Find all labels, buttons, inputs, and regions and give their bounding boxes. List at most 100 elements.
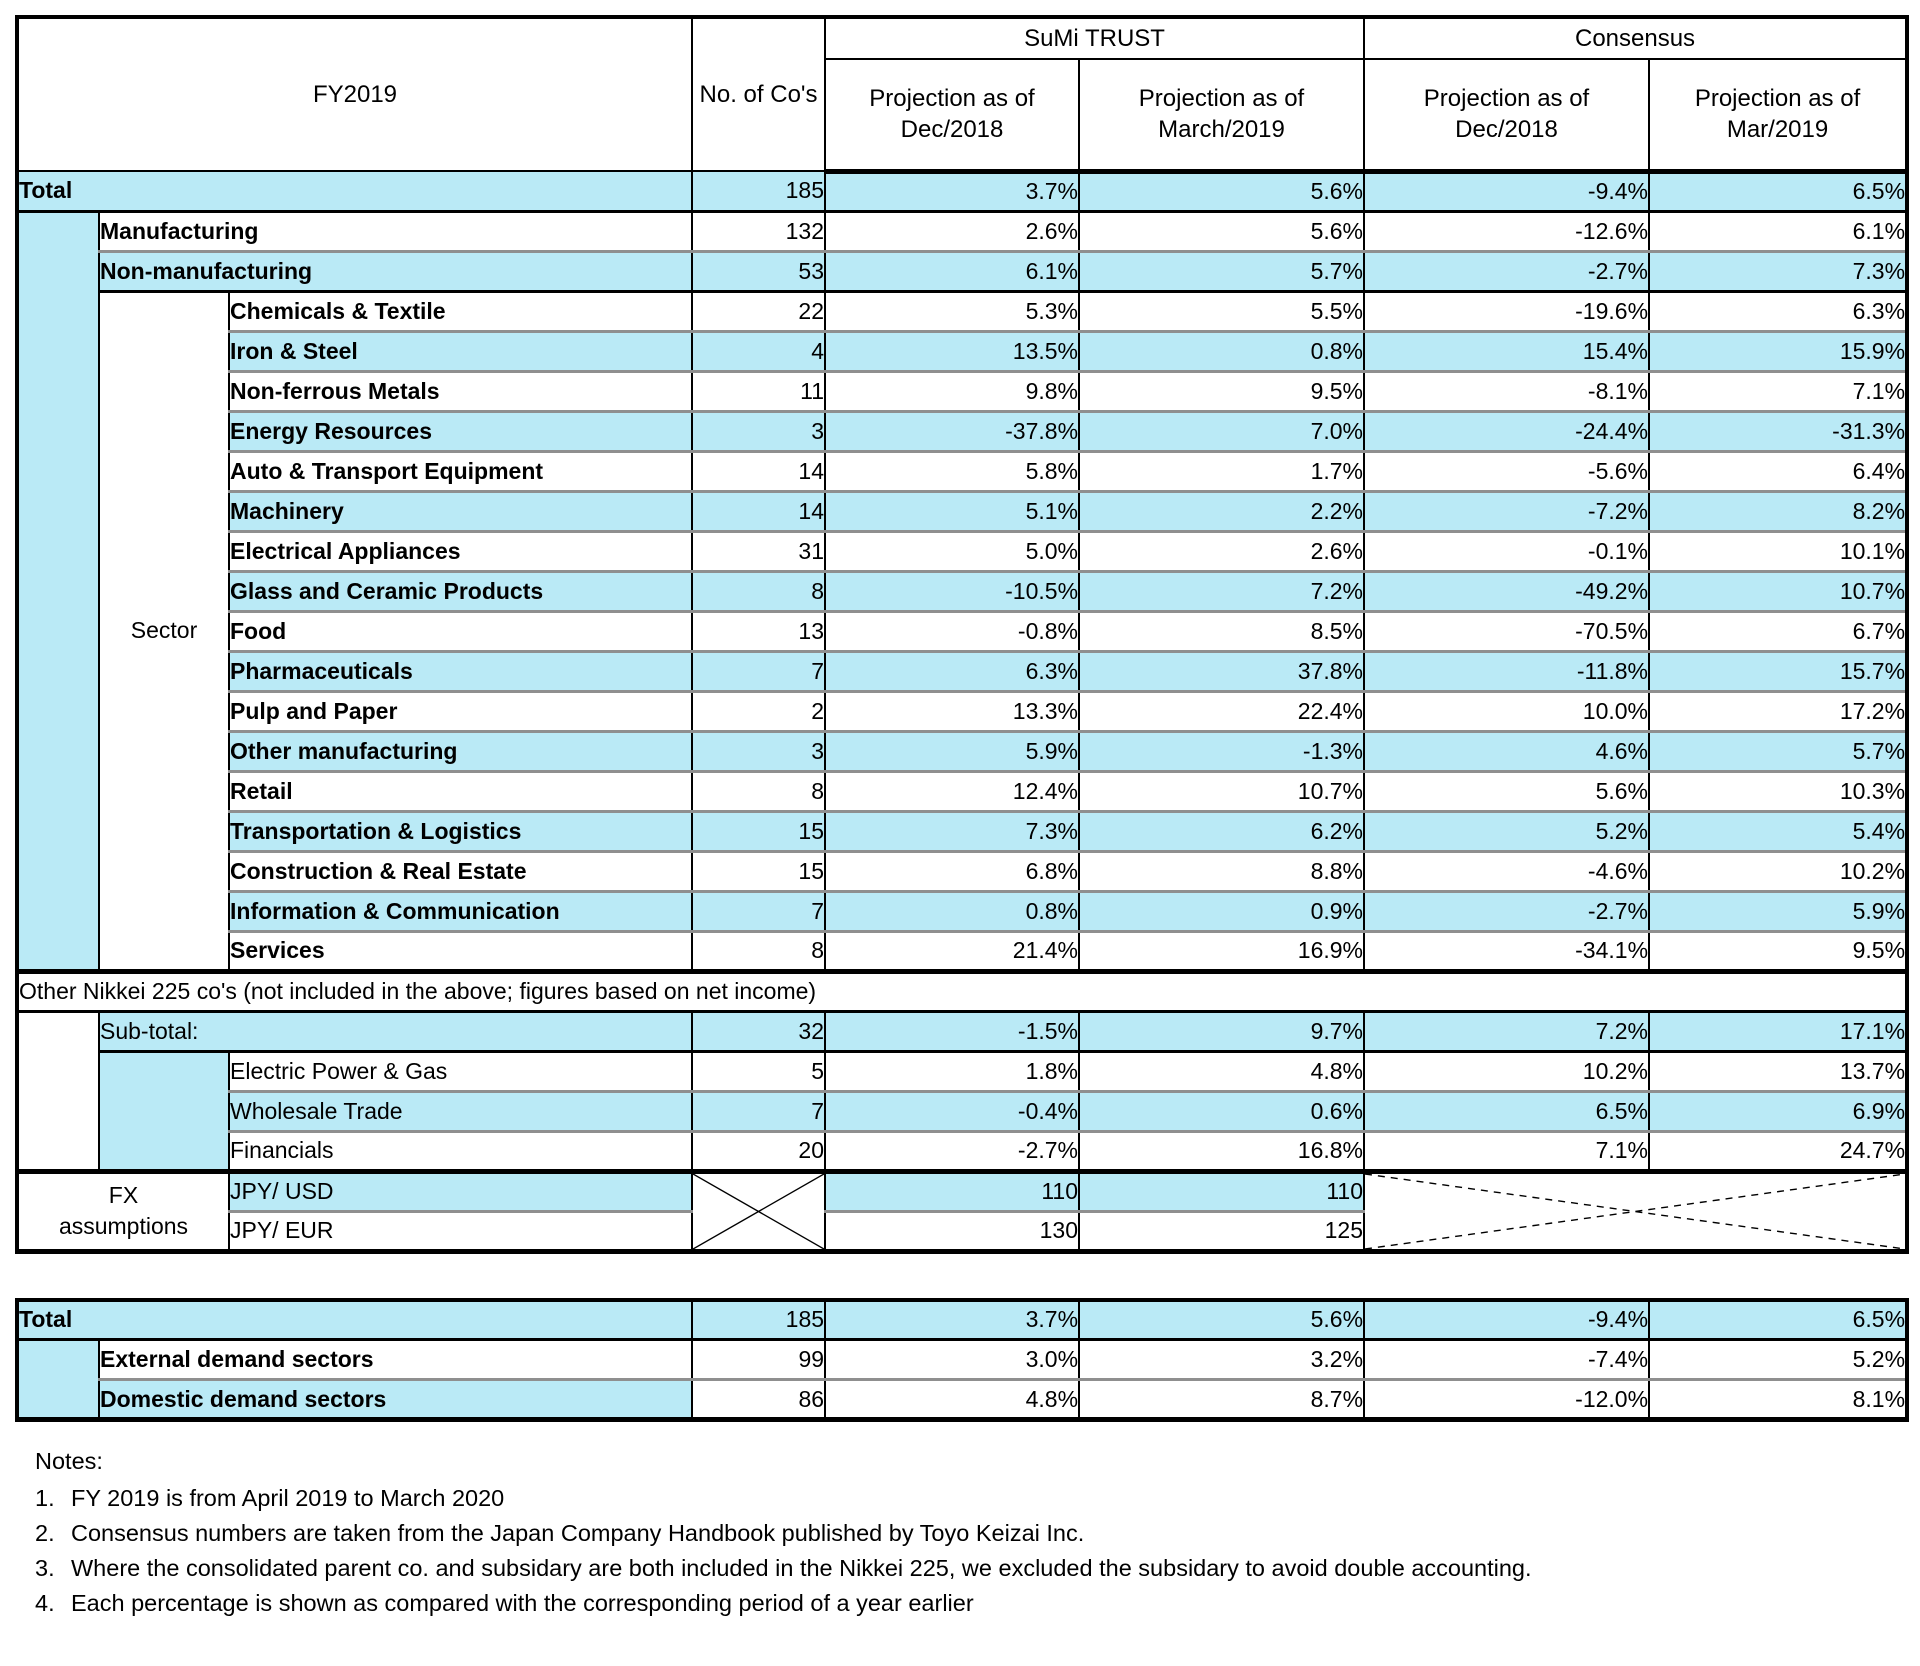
no-of-cos-cell: 3 [691, 731, 827, 773]
no-of-cos-cell: 99 [691, 1339, 827, 1381]
demand-sectors-summary-table: Total 185 3.7% 5.6% -9.4% 6.5% External demand… [15, 1297, 1910, 1422]
value-cell: 13.5% [824, 331, 1081, 373]
value-cell: -9.4% [1363, 1299, 1651, 1341]
row-label-non-manufacturing: Non-manufacturing [97, 251, 694, 293]
value-cell: 10.0% [1363, 691, 1651, 733]
row-label: Glass and Ceramic Products [227, 571, 694, 613]
row-label: Iron & Steel [227, 331, 694, 373]
no-of-cos-cell: 86 [691, 1379, 827, 1422]
table-header: FY2019 No. of Co's SuMi TRUST Consensus … [15, 17, 1909, 174]
row-label-total: Total [15, 171, 694, 213]
value-cell: -9.4% [1363, 171, 1651, 213]
value-cell: 7.3% [824, 811, 1081, 853]
value-cell: 5.0% [824, 531, 1081, 573]
value-cell: 16.9% [1078, 931, 1366, 974]
note-item-4: 4. Each percentage is shown as compared … [35, 1590, 1920, 1617]
fy2019-projections-table: FY2019 No. of Co's SuMi TRUST Consensus … [15, 15, 1910, 1254]
page: { "colors": { "row_shade_cyan": "#BAEAF6… [0, 15, 1920, 1666]
value-cell: 5.7% [1648, 731, 1909, 773]
no-of-cos-cell: 8 [691, 771, 827, 813]
row-label: Chemicals & Textile [227, 291, 694, 333]
value-cell: 7.0% [1078, 411, 1366, 453]
col-header-no-of-cos: No. of Co's [691, 17, 827, 172]
crossed-out-cell [691, 1171, 827, 1254]
indent-strip [16, 1339, 100, 1422]
no-of-cos-cell: 13 [691, 611, 827, 653]
row-label: Energy Resources [227, 411, 694, 453]
value-cell: -37.8% [824, 411, 1081, 453]
value-cell: -1.5% [824, 1011, 1081, 1053]
value-cell: -12.6% [1363, 211, 1651, 253]
value-cell: 17.1% [1648, 1011, 1909, 1053]
note-item-2: 2. Consensus numbers are taken from the … [35, 1520, 1920, 1547]
row-label: Construction & Real Estate [227, 851, 694, 893]
no-of-cos-cell: 5 [691, 1051, 827, 1093]
value-cell: 3.7% [824, 171, 1081, 213]
row-label: Electric Power & Gas [227, 1051, 694, 1093]
value-cell: 4.6% [1363, 731, 1651, 773]
row-label: Wholesale Trade [227, 1091, 694, 1133]
value-cell: 4.8% [1078, 1051, 1366, 1093]
value-cell: -70.5% [1363, 611, 1651, 653]
crossed-out-icon [693, 1174, 824, 1249]
row-label: Transportation & Logistics [227, 811, 694, 853]
row-label-jpy-usd: JPY/ USD [227, 1171, 694, 1213]
col-header-sumi-march2019: Projection as of March/2019 [1078, 59, 1366, 174]
value-cell: -4.6% [1363, 851, 1651, 893]
value-cell: 6.9% [1648, 1091, 1909, 1133]
value-cell: 7.2% [1363, 1011, 1651, 1053]
row-label: Pulp and Paper [227, 691, 694, 733]
value-cell: 5.1% [824, 491, 1081, 533]
indent-strip [98, 1051, 230, 1174]
col-header-consensus-mar2019: Projection as of Mar/2019 [1648, 59, 1909, 174]
row-label: Services [227, 931, 694, 974]
note-number: 4. [35, 1590, 55, 1616]
value-cell: 10.2% [1363, 1051, 1651, 1093]
value-cell: 13.3% [824, 691, 1081, 733]
value-cell: 3.0% [824, 1339, 1081, 1381]
row-label: Information & Communication [227, 891, 694, 933]
row-label-total: Total [15, 1299, 694, 1341]
value-cell: 6.3% [824, 651, 1081, 693]
value-cell: 5.2% [1363, 811, 1651, 853]
value-cell: 1.7% [1078, 451, 1366, 493]
value-cell: 21.4% [824, 931, 1081, 974]
value-cell: 15.7% [1648, 651, 1909, 693]
row-label: Financials [227, 1131, 694, 1174]
fx-assumptions-label: FX assumptions [16, 1171, 230, 1254]
value-cell: 5.9% [1648, 891, 1909, 933]
no-of-cos-cell: 185 [691, 171, 827, 213]
value-cell: 6.1% [1648, 211, 1909, 253]
value-cell: 15.9% [1648, 331, 1909, 373]
row-label-domestic-demand: Domestic demand sectors [97, 1379, 694, 1422]
value-cell: 5.9% [824, 731, 1081, 773]
notes-section: Notes: 1. FY 2019 is from April 2019 to … [35, 1448, 1920, 1617]
value-cell: -11.8% [1363, 651, 1651, 693]
value-cell: 130 [824, 1211, 1081, 1254]
no-of-cos-cell: 8 [691, 571, 827, 613]
value-cell: 6.5% [1648, 171, 1909, 213]
value-cell: 7.1% [1648, 371, 1909, 413]
value-cell: 110 [824, 1171, 1081, 1213]
value-cell: 5.6% [1078, 171, 1366, 213]
no-of-cos-cell: 8 [691, 931, 827, 974]
value-cell: 8.8% [1078, 851, 1366, 893]
no-of-cos-cell: 14 [691, 491, 827, 533]
value-cell: 7.2% [1078, 571, 1366, 613]
col-header-sumi-dec2018: Projection as of Dec/2018 [824, 59, 1081, 174]
row-label: Pharmaceuticals [227, 651, 694, 693]
value-cell: 0.8% [824, 891, 1081, 933]
value-cell: 0.9% [1078, 891, 1366, 933]
value-cell: 0.6% [1078, 1091, 1366, 1133]
other-nikkei-band: Other Nikkei 225 co's (not included in t… [15, 971, 1909, 1013]
value-cell: 10.2% [1648, 851, 1909, 893]
row-label-jpy-eur: JPY/ EUR [227, 1211, 694, 1254]
value-cell: 2.6% [1078, 531, 1366, 573]
no-of-cos-cell: 14 [691, 451, 827, 493]
value-cell: 15.4% [1363, 331, 1651, 373]
value-cell: 24.7% [1648, 1131, 1909, 1174]
value-cell: 37.8% [1078, 651, 1366, 693]
value-cell: 8.1% [1648, 1379, 1909, 1422]
value-cell: 9.7% [1078, 1011, 1366, 1053]
value-cell: 5.6% [1078, 1299, 1366, 1341]
